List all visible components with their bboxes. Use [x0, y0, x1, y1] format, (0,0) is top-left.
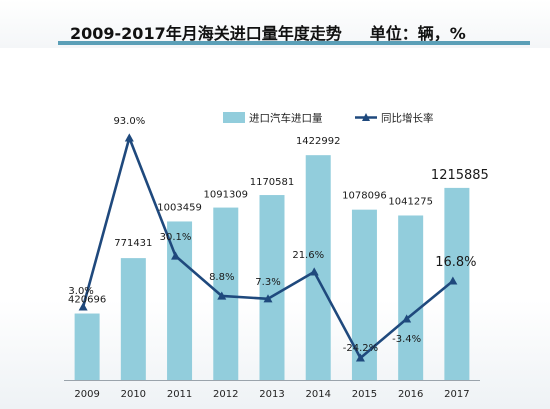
bar-value-label-2017: 1215885 [431, 168, 489, 183]
x-tick-label-2014: 2014 [305, 389, 330, 400]
line-value-label-2012: 8.8% [209, 272, 234, 283]
x-axis: 2009 2010 2011 2012 2013 2014 2015 2016 2017 [64, 380, 480, 400]
bar-2012 [213, 207, 239, 380]
bar-series [74, 155, 470, 380]
line-value-label-2013: 7.3% [255, 277, 280, 288]
bar-value-label-2011: 1003459 [157, 202, 202, 213]
growth-marker-2009 [78, 302, 88, 311]
line-value-label-2017: 16.8% [435, 255, 476, 270]
x-tick-label-2015: 2015 [352, 389, 377, 400]
line-value-label-2011: 30.1% [160, 232, 192, 243]
bar-2014 [305, 155, 331, 380]
growth-marker-2012 [217, 291, 227, 300]
line-value-label-2015: -24.2% [343, 343, 378, 354]
growth-marker-2011 [171, 251, 181, 260]
line-value-label-2014: 21.6% [292, 250, 324, 261]
x-tick-label-2012: 2012 [213, 389, 238, 400]
line-value-label-2016: -3.4% [392, 334, 421, 345]
line-series [78, 133, 458, 362]
growth-marker-2015 [355, 353, 365, 362]
bar-value-label-2015: 1078096 [342, 191, 387, 202]
legend-swatch-bar [223, 112, 245, 123]
unit-label: 单位：辆，% [369, 24, 466, 43]
growth-marker-2013 [263, 294, 273, 303]
bar-2013 [259, 195, 285, 380]
x-tick-label-2017: 2017 [444, 389, 469, 400]
bar-value-label-2009: 420696 [68, 295, 106, 306]
title-bar [0, 0, 550, 48]
legend-marker-line [362, 113, 370, 121]
legend: 进口汽车进口量 同比增长率 [223, 112, 434, 125]
growth-marker-2010 [124, 133, 134, 142]
growth-marker-2014 [309, 267, 319, 276]
x-tick-label-2009: 2009 [74, 389, 99, 400]
page-title: 2009-2017年月海关进口量年度走势 单位：辆，% [70, 20, 466, 44]
legend-label-bar: 进口汽车进口量 [249, 112, 323, 125]
bar-value-label-2014: 1422992 [296, 136, 341, 147]
bar-value-label-2010: 771431 [114, 238, 152, 249]
bar-2016 [398, 215, 424, 380]
chart-title: 2009-2017年月海关进口量年度走势 [70, 24, 342, 43]
growth-marker-2017 [448, 276, 458, 285]
bar-value-label-2012: 1091309 [204, 190, 249, 201]
x-tick-label-2016: 2016 [398, 389, 423, 400]
title-underline [58, 41, 530, 45]
x-tick-label-2011: 2011 [167, 389, 192, 400]
bar-value-label-2013: 1170581 [250, 177, 295, 188]
bar-2010 [120, 258, 146, 380]
bar-2009 [74, 313, 100, 380]
line-value-label-2009: 3.0% [68, 286, 93, 297]
x-tick-label-2013: 2013 [259, 389, 284, 400]
growth-marker-2016 [402, 314, 412, 323]
legend-label-line: 同比增长率 [381, 112, 434, 125]
x-tick-label-2010: 2010 [121, 389, 146, 400]
bar-value-label-2016: 1041275 [388, 196, 433, 207]
line-value-label-2010: 93.0% [113, 116, 145, 127]
